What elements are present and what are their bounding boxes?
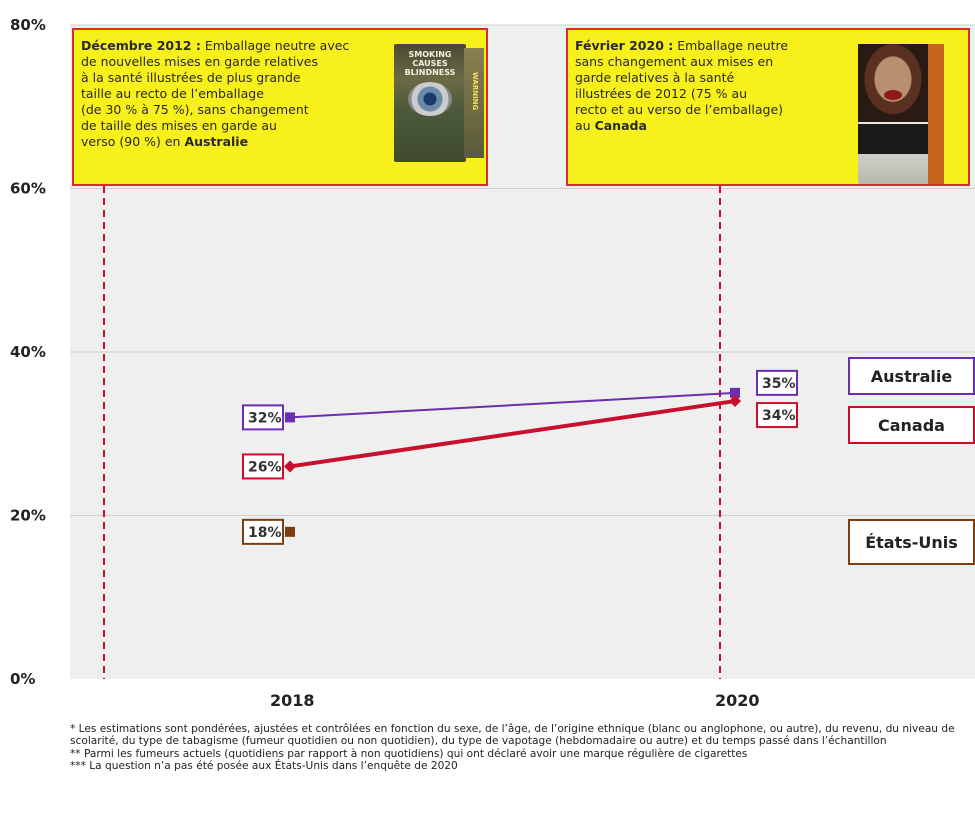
annotation-line: taille au recto de l’emballage [81,86,480,102]
annotation-line: de nouvelles mises en garde relatives [81,54,480,70]
data-label: 34% [762,408,796,424]
y-tick-label: 80% [10,16,46,34]
data-label: 32% [248,410,282,426]
eye-image [408,82,452,116]
data-label: 35% [762,376,796,392]
x-axis-ticks: 2018 2020 [270,691,760,710]
data-point [285,526,295,537]
data-label: 26% [248,459,282,475]
series-line [289,391,736,419]
pack-photo [858,44,928,122]
annotation-line: garde relatives à la santé [575,70,962,86]
footnote-3: *** La question n’a pas été posée aux Ét… [70,760,458,773]
footnote-1: * Les estimations sont pondérées, ajusté… [70,723,955,748]
annotation-text-segment: à la santé illustrées de plus grande [81,70,301,85]
gridlines [70,24,975,516]
data-label-box [242,453,284,480]
pack-side-text: WARNING [471,72,479,111]
data-point [285,412,295,423]
annotation-line: verso (90 %) en Australie [81,134,480,150]
data-point [729,395,741,408]
annotation-text-segment: de taille des mises en garde au [81,118,277,133]
annotation-line: au Canada [575,118,962,134]
annotation-bold-text: Février 2020 : [575,38,674,53]
annotation-bold-text: Australie [184,134,249,149]
annotation-line: Février 2020 : Emballage neutre [575,38,962,54]
annotation-line: recto et au verso de l’emballage) [575,102,962,118]
cigarette-pack-australia-image: SMOKING CAUSES BLINDNESS WARNING [394,44,484,162]
data-label-box [756,369,798,396]
pack-side [464,48,484,158]
annotation-australia: Décembre 2012 : Emballage neutre avec de … [72,28,488,186]
event-lines [103,186,721,679]
y-tick-label: 0% [10,670,35,688]
annotation-line: de taille des mises en garde au [81,118,480,134]
y-tick-label: 60% [10,180,46,198]
annotation-text-segment: (de 30 % à 75 %), sans changement [81,102,309,117]
series-group [284,387,741,537]
data-point [284,460,296,473]
annotation-text: Décembre 2012 : Emballage neutre avec de … [81,38,480,150]
legend-canada: Canada [848,406,975,444]
data-labels: 32% 35% 26% 34% 18% [242,369,798,545]
annotation-line: sans changement aux mises en [575,54,962,70]
series-line [289,399,736,469]
pack-side [928,44,944,184]
footnotes: * Les estimations sont pondérées, ajusté… [70,723,970,773]
y-tick-label: 20% [10,507,46,525]
data-label: 18% [248,525,282,541]
annotation-bold-text: Canada [594,118,647,133]
annotation-text-segment: garde relatives à la santé [575,70,735,85]
data-label-box [242,404,284,431]
annotation-text-segment: illustrées de 2012 (75 % au [575,86,748,101]
annotation-line: Décembre 2012 : Emballage neutre avec [81,38,480,54]
y-tick-label: 40% [10,343,46,361]
annotation-line: illustrées de 2012 (75 % au [575,86,962,102]
annotation-bold-text: Décembre 2012 : [81,38,201,53]
pack-warning-band [858,124,928,154]
annotation-text-segment: Emballage neutre [673,38,789,53]
legend-australie: Australie [848,357,975,395]
cigarette-pack-canada-image [858,44,944,184]
x-tick-label: 2018 [270,691,315,710]
pack-photo-detail [884,90,902,100]
annotation-text-segment: au [575,118,595,133]
annotation-text-segment: sans changement aux mises en [575,54,774,69]
annotation-text-segment: taille au recto de l’emballage [81,86,264,101]
annotation-line: (de 30 % à 75 %), sans changement [81,102,480,118]
annotation-text-segment: recto et au verso de l’emballage) [575,102,784,117]
annotation-line: à la santé illustrées de plus grande [81,70,480,86]
annotation-text-segment: Emballage neutre avec [200,38,350,53]
data-point [730,387,740,398]
y-axis-ticks: 0% 20% 40% 60% 80% [10,16,46,688]
x-tick-label: 2020 [715,691,760,710]
legend-etats-unis: États-Unis [848,519,975,565]
pack-warning-text: SMOKING CAUSES BLINDNESS [404,50,456,77]
footnote-2: ** Parmi les fumeurs actuels (quotidiens… [70,747,748,760]
annotation-canada: Février 2020 : Emballage neutre sans chan… [566,28,970,186]
data-label-box [242,518,284,545]
annotation-text: Février 2020 : Emballage neutre sans chan… [575,38,962,134]
annotation-text-segment: verso (90 %) en [81,134,185,149]
annotation-text-segment: de nouvelles mises en garde relatives [81,54,318,69]
data-label-box [756,402,798,429]
